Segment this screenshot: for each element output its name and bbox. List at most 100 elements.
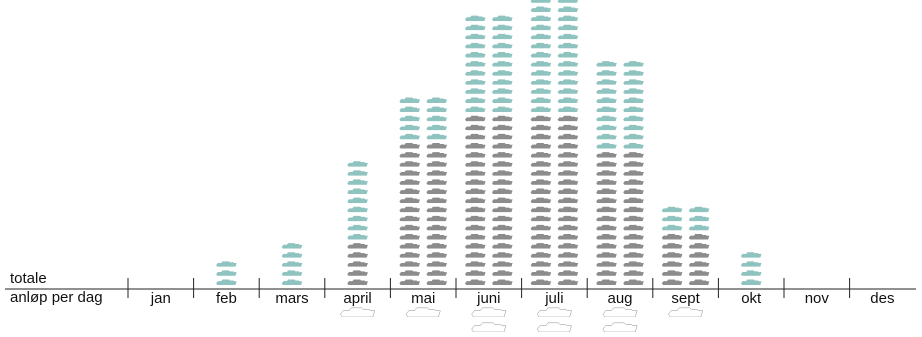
bar-unit [623, 179, 644, 185]
bar-unit [557, 143, 579, 149]
bar-unit [426, 270, 447, 276]
bar-unit [661, 206, 683, 213]
bar-unit [623, 243, 644, 249]
bar-unit [557, 170, 579, 176]
bar-unit [216, 270, 237, 276]
bar-unit [465, 33, 486, 40]
bar-unit [596, 170, 617, 176]
ship-mark [536, 322, 573, 332]
bar-unit [557, 188, 579, 194]
bar-unit [530, 6, 552, 12]
bar-unit [688, 224, 710, 231]
bar-unit [530, 88, 552, 94]
bar-unit [596, 234, 617, 240]
bar-unit [216, 279, 237, 285]
bar-unit [465, 279, 486, 285]
month-label: aug [607, 290, 632, 307]
bar-unit [530, 170, 552, 176]
bar-unit [530, 79, 552, 85]
month-label: jan [150, 290, 171, 307]
bar-unit [557, 197, 579, 204]
bar-unit [465, 188, 486, 194]
bar-unit [465, 215, 486, 222]
ship-mark [404, 307, 442, 317]
bar-unit [492, 215, 513, 222]
bar-unit [596, 143, 617, 149]
bar-unit [557, 224, 579, 231]
bar-unit [596, 106, 617, 113]
bar-unit [623, 161, 644, 167]
ship-mark [536, 307, 573, 317]
bar-unit [399, 152, 420, 158]
bar-unit [399, 261, 420, 267]
bar-unit [426, 188, 447, 194]
bar-unit [688, 206, 710, 213]
bar-unit [623, 234, 644, 240]
bar-unit [347, 215, 368, 222]
bar-unit [465, 79, 486, 85]
bar-unit [623, 79, 644, 85]
bar-unit [492, 42, 513, 49]
bar-unit [492, 234, 513, 240]
ship-marks [339, 307, 704, 332]
bar-unit [465, 24, 486, 31]
bar-unit [347, 270, 368, 276]
bar-unit [426, 106, 447, 113]
bar-unit [492, 270, 513, 276]
bar-unit [740, 261, 762, 267]
bar-unit [557, 243, 579, 249]
bar-unit [596, 243, 617, 249]
bar-unit [492, 188, 513, 194]
bar-unit [557, 106, 579, 113]
bar-unit [426, 261, 447, 267]
bar-unit [557, 206, 579, 213]
bar-unit [530, 70, 552, 76]
bar-unit [740, 270, 762, 276]
bar-unit [661, 224, 683, 231]
bar-unit [399, 270, 420, 276]
bar-unit [623, 170, 644, 176]
bar-unit [688, 261, 710, 267]
bar-unit [623, 261, 644, 267]
y-axis-label-line2: anløp per dag [10, 289, 103, 306]
bar-unit [596, 197, 617, 204]
bars [216, 0, 762, 285]
bar-unit [347, 234, 368, 240]
bar-unit [426, 206, 447, 213]
bar-unit [281, 252, 303, 258]
month-label: mai [411, 290, 435, 307]
bar-unit [688, 243, 710, 249]
bar-unit [596, 270, 617, 276]
bar-unit [530, 42, 552, 49]
bar-unit [399, 97, 420, 103]
bar-unit [426, 252, 447, 258]
bar-unit [492, 206, 513, 213]
bar-unit [596, 124, 617, 131]
bar-unit [347, 279, 368, 285]
bar-unit [661, 252, 683, 258]
bar-unit [688, 215, 710, 222]
bar-unit [465, 124, 486, 131]
bar-unit [492, 143, 513, 149]
bar-unit [399, 206, 420, 213]
bar-unit [530, 206, 552, 213]
bar-unit [530, 224, 552, 231]
bar-unit [557, 252, 579, 258]
bar-unit [399, 115, 420, 122]
bar-unit [740, 252, 762, 258]
bar-unit [530, 197, 552, 204]
bar-unit [557, 15, 579, 22]
bar-unit [688, 279, 710, 285]
bar-unit [530, 261, 552, 267]
bar-unit [281, 279, 303, 285]
bar-unit [557, 88, 579, 94]
bar-unit [426, 161, 447, 167]
bar-unit [426, 234, 447, 240]
bar-unit [557, 179, 579, 185]
bar-unit [557, 279, 579, 285]
bar-unit [596, 133, 617, 140]
month-labels: jan feb mars april mai juni juli aug sept okt nov d… [150, 290, 895, 307]
bar-unit [492, 161, 513, 167]
month-ticks [127, 278, 851, 298]
ship-mark [470, 307, 508, 317]
